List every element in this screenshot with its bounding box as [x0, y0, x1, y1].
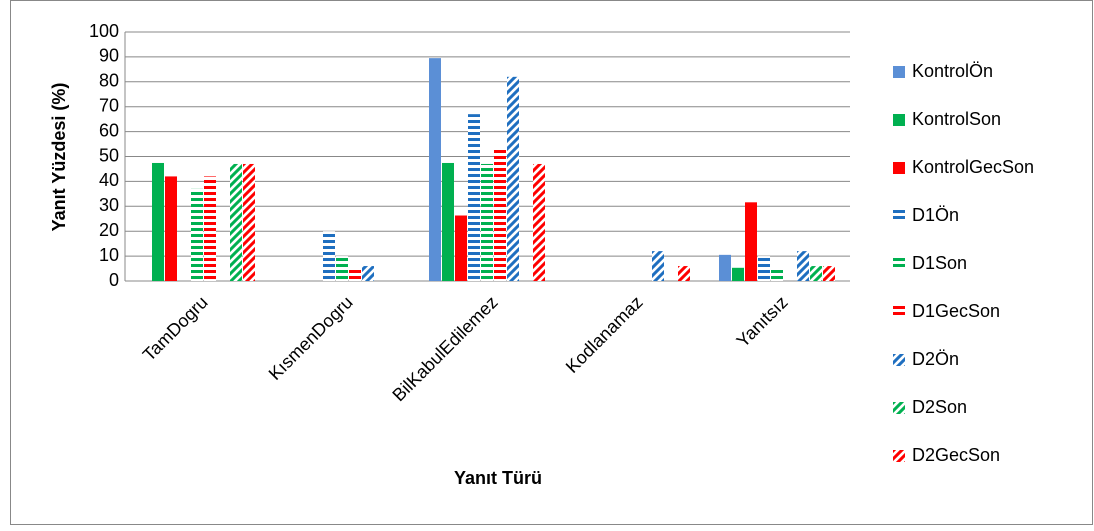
legend-swatch	[893, 66, 905, 78]
bar	[442, 162, 454, 281]
bar	[165, 176, 177, 281]
legend-swatch	[893, 114, 905, 126]
bar	[455, 215, 467, 281]
bar	[204, 176, 216, 281]
legend-label: D1GecSon	[912, 301, 1000, 321]
legend-label: KontrolÖn	[912, 61, 993, 81]
bar	[429, 58, 441, 281]
y-tick-label: 50	[99, 145, 119, 165]
y-tick-label: 60	[99, 120, 119, 140]
bar	[533, 163, 545, 281]
legend-swatch	[893, 402, 905, 414]
bar	[678, 266, 690, 281]
legend-label: KontrolGecSon	[912, 157, 1034, 177]
bar	[243, 163, 255, 281]
legend-swatch	[893, 162, 905, 174]
legend-swatch	[893, 354, 905, 366]
x-axis-label: Yanıt Türü	[454, 468, 542, 488]
bar	[652, 251, 664, 281]
legend-label: D2Ön	[912, 349, 959, 369]
bar	[745, 202, 757, 281]
y-tick-label: 10	[99, 245, 119, 265]
bar	[336, 256, 348, 281]
bar	[191, 188, 203, 281]
y-tick-label: 70	[99, 95, 119, 115]
bar	[810, 266, 822, 281]
y-tick-label: 100	[89, 21, 119, 41]
bar	[758, 256, 770, 281]
bar	[323, 231, 335, 281]
bar	[362, 266, 374, 281]
bar	[468, 114, 480, 281]
bar	[481, 163, 493, 281]
y-tick-label: 90	[99, 46, 119, 66]
bar	[507, 76, 519, 281]
legend-swatch	[893, 210, 905, 222]
y-tick-label: 40	[99, 170, 119, 190]
bar	[349, 268, 361, 281]
bar	[771, 268, 783, 281]
legend-label: KontrolSon	[912, 109, 1001, 129]
legend-swatch	[893, 306, 905, 318]
chart-border	[10, 0, 1093, 525]
y-tick-label: 0	[109, 270, 119, 290]
bar	[797, 251, 809, 281]
legend-label: D1Son	[912, 253, 967, 273]
bar	[494, 149, 506, 281]
y-tick-label: 20	[99, 220, 119, 240]
y-tick-label: 80	[99, 71, 119, 91]
y-tick-label: 30	[99, 195, 119, 215]
y-axis-label: Yanıt Yüzdesi (%)	[49, 83, 69, 232]
bar	[152, 162, 164, 281]
legend-label: D2Son	[912, 397, 967, 417]
legend-swatch	[893, 258, 905, 270]
legend-swatch	[893, 450, 905, 462]
bar	[732, 267, 744, 281]
legend-label: D2GecSon	[912, 445, 1000, 465]
bar	[230, 163, 242, 281]
bar	[823, 266, 835, 281]
legend-label: D1Ön	[912, 205, 959, 225]
bar	[719, 254, 731, 281]
